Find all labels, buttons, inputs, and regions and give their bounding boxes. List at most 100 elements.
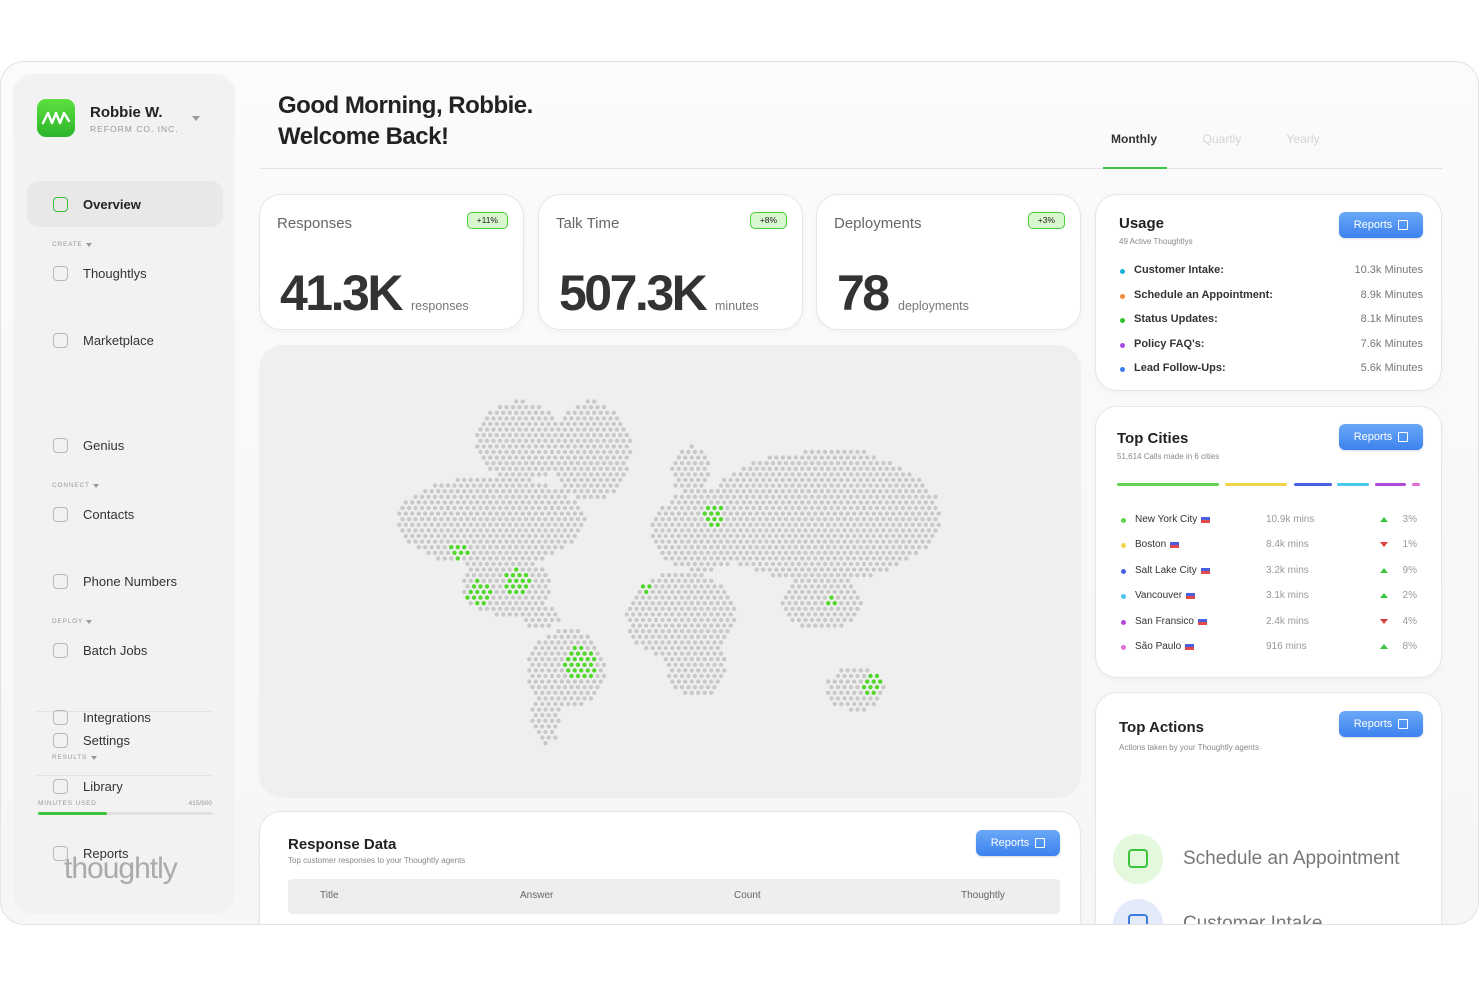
map-dot <box>471 517 477 522</box>
nav-item[interactable]: Settings <box>83 733 130 748</box>
map-dot <box>884 522 889 527</box>
nav-item[interactable]: Marketplace <box>83 333 154 348</box>
nav-item[interactable]: Genius <box>83 438 125 453</box>
map-dot <box>790 561 795 567</box>
map-dot <box>436 556 441 561</box>
map-dot <box>530 539 535 544</box>
map-dot <box>712 617 717 623</box>
map-dot-active <box>705 505 711 511</box>
nav-item[interactable]: Batch Jobs <box>83 643 148 658</box>
map-dot <box>868 550 873 555</box>
map-dot <box>426 494 431 499</box>
map-dot <box>601 483 607 488</box>
map-dot <box>861 483 867 488</box>
map-dot <box>533 623 538 628</box>
map-dot <box>728 601 733 606</box>
nav-item[interactable]: Thoughtlys <box>83 266 147 281</box>
map-dot <box>757 528 763 533</box>
nav-item[interactable]: Overview <box>83 197 141 212</box>
map-dot <box>543 707 548 712</box>
map-dot <box>852 545 857 550</box>
section-chevron[interactable] <box>91 756 97 763</box>
map-dot <box>566 533 571 539</box>
map-dot <box>497 528 503 533</box>
map-dot <box>559 444 564 449</box>
map-dot <box>478 427 483 432</box>
map-dot <box>679 685 685 690</box>
map-dot <box>670 556 675 561</box>
map-dot <box>881 517 886 522</box>
map-dot <box>543 505 548 511</box>
map-dot <box>702 533 707 539</box>
tab[interactable]: Monthly <box>1111 132 1157 146</box>
map-dot <box>523 550 529 555</box>
app-frame: Robbie W. REFORM CO. INC. Overview Setti… <box>0 61 1479 925</box>
map-dot <box>614 449 620 455</box>
map-dot <box>923 522 928 527</box>
tab[interactable]: Quartly <box>1202 132 1242 146</box>
nav-item[interactable]: Phone Numbers <box>83 574 177 589</box>
map-dot <box>722 668 727 673</box>
map-dot <box>858 601 863 606</box>
map-dot <box>601 494 607 499</box>
map-dot <box>556 673 561 679</box>
section-chevron[interactable] <box>86 243 92 250</box>
map-dot <box>878 567 883 572</box>
map-dot <box>666 640 672 645</box>
reports-button[interactable]: Reports <box>1339 711 1423 737</box>
map-dot <box>816 528 821 533</box>
map-dot <box>556 494 561 499</box>
user-menu-chevron[interactable] <box>192 116 200 125</box>
map-dot <box>543 685 548 690</box>
user-name[interactable]: Robbie W. <box>90 104 163 121</box>
map-dot <box>689 522 694 527</box>
action-label[interactable]: Schedule an Appointment <box>1183 848 1400 869</box>
map-dot <box>491 505 496 511</box>
map-dot <box>536 416 542 421</box>
map-dot <box>783 505 789 511</box>
section-chevron[interactable] <box>93 484 99 491</box>
map-dot <box>699 472 704 477</box>
map-dot <box>676 500 681 505</box>
nav-active[interactable]: Overview <box>27 181 223 227</box>
map-dot <box>692 685 698 690</box>
tab[interactable]: Yearly <box>1286 132 1320 146</box>
nav-item[interactable]: Reports <box>83 846 129 861</box>
nav-item[interactable]: Contacts <box>83 507 135 522</box>
map-dot <box>582 416 587 421</box>
map-dot <box>751 483 756 488</box>
map-dot <box>504 416 509 421</box>
map-dot <box>848 472 854 477</box>
map-dot <box>839 690 844 695</box>
map-dot <box>504 427 509 432</box>
map-dot <box>809 472 815 477</box>
map-dot <box>839 668 844 673</box>
map-dot <box>748 556 753 561</box>
map-dot <box>585 477 590 483</box>
map-dot <box>822 617 828 623</box>
map-dot <box>865 567 870 572</box>
map-dot <box>897 545 902 550</box>
map-dot <box>494 466 499 471</box>
nav-item[interactable]: Integrations <box>83 710 151 725</box>
map-dot <box>800 489 805 494</box>
map-dot <box>497 483 503 488</box>
map-dot <box>692 629 698 634</box>
map-dot <box>488 466 493 471</box>
reports-button[interactable]: Reports <box>1339 424 1423 450</box>
map-dot <box>673 483 678 488</box>
map-dot <box>475 556 480 561</box>
reports-button[interactable]: Reports <box>1339 212 1423 238</box>
map-dot <box>780 511 785 516</box>
action-label[interactable]: Customer Intake <box>1183 912 1323 925</box>
map-dot <box>517 606 522 611</box>
map-dot <box>491 595 496 600</box>
map-dot <box>865 489 870 494</box>
map-dot <box>497 595 503 600</box>
map-dot <box>501 601 506 606</box>
map-dot <box>530 438 535 443</box>
nav-item[interactable]: Library <box>83 779 123 794</box>
section-chevron[interactable] <box>86 620 92 627</box>
reports-button[interactable]: Reports <box>976 830 1060 856</box>
map-dot <box>585 645 590 651</box>
